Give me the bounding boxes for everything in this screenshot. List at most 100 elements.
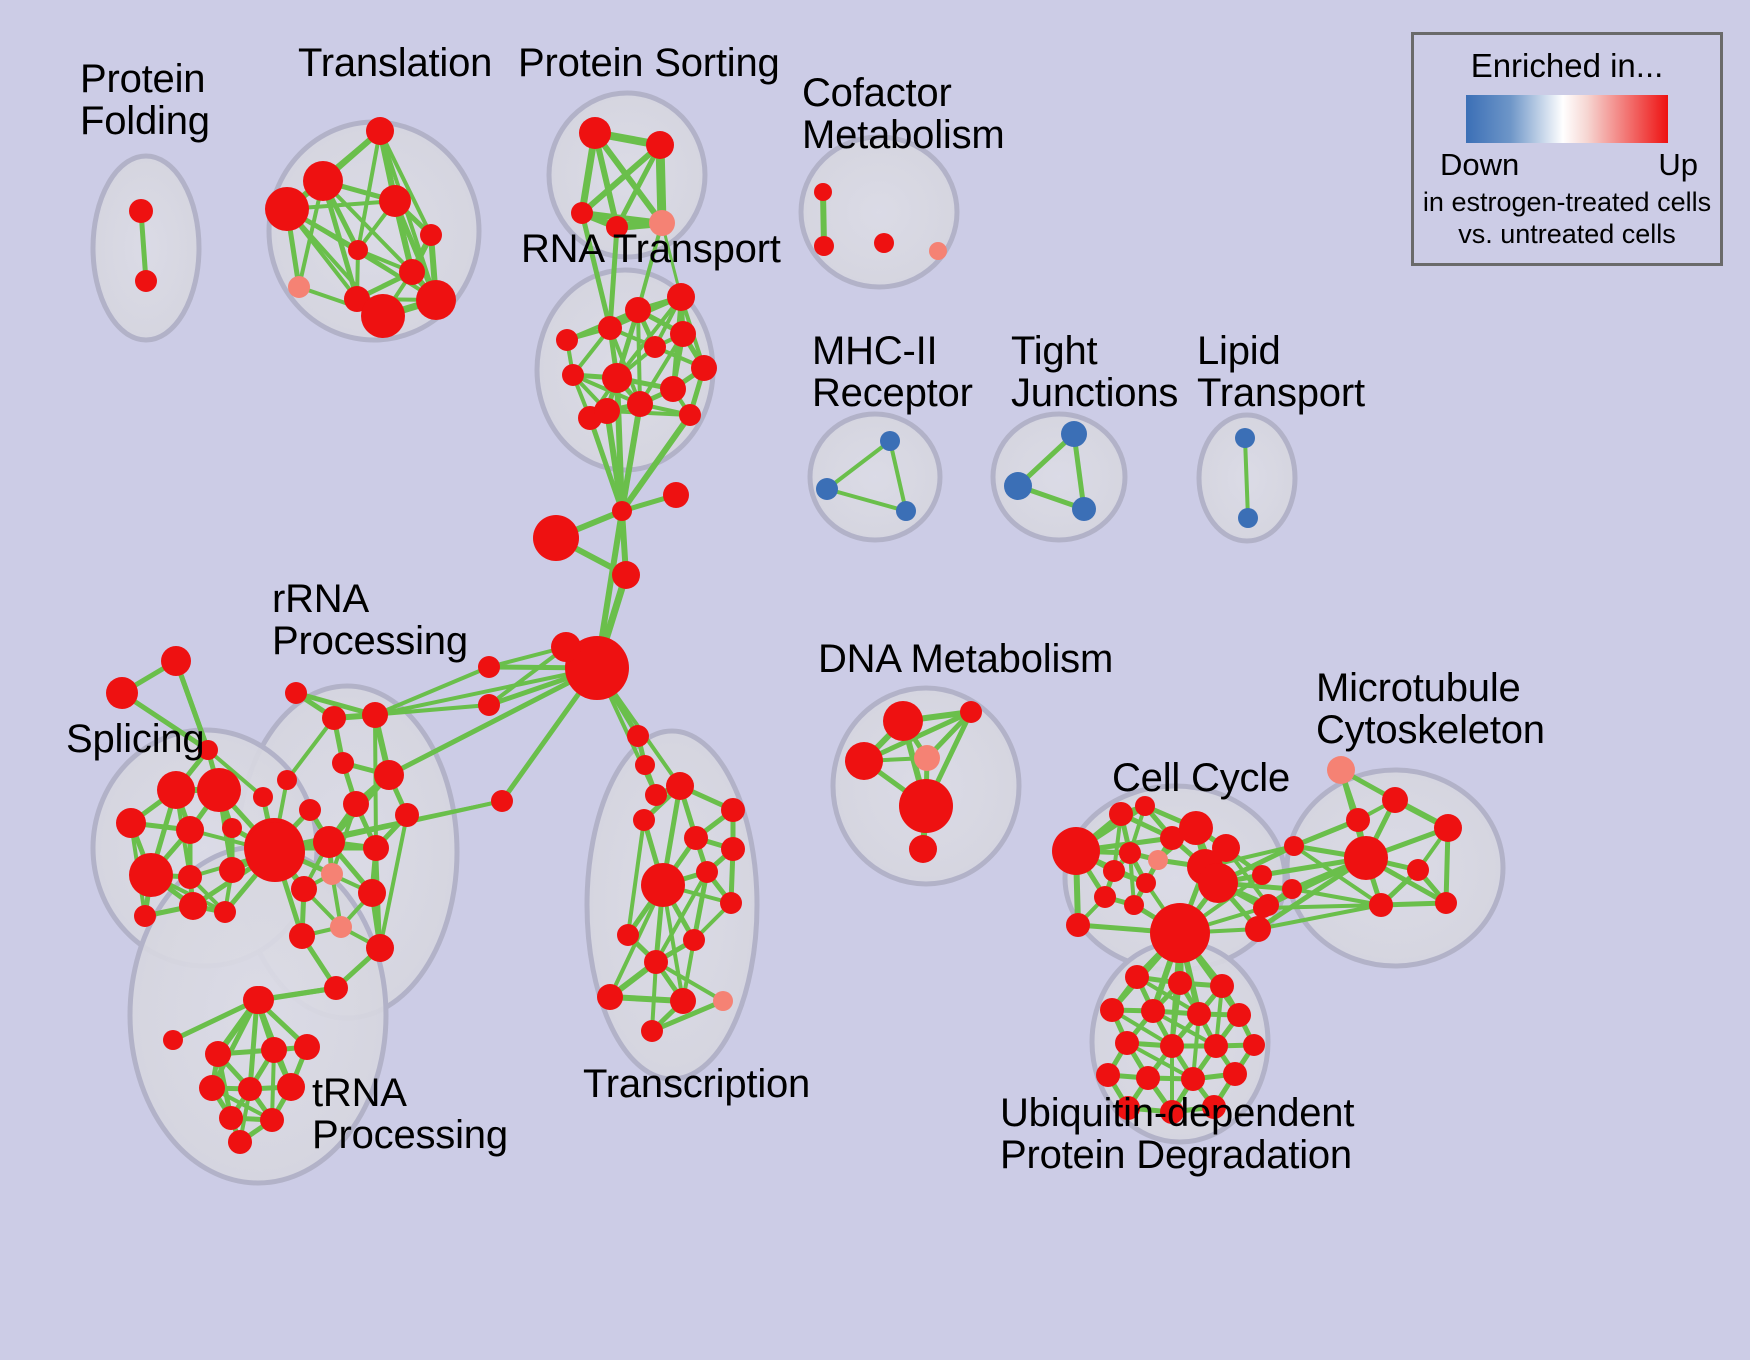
node-transcription[interactable] xyxy=(597,984,623,1010)
node-bridge[interactable] xyxy=(612,561,640,589)
node-bridge[interactable] xyxy=(551,632,581,662)
node-rrna-processing[interactable] xyxy=(299,799,321,821)
node-ubiquitin-degradation[interactable] xyxy=(1227,1003,1251,1027)
node-transcription[interactable] xyxy=(633,809,655,831)
node-transcription[interactable] xyxy=(644,950,668,974)
node-splicing[interactable] xyxy=(219,857,245,883)
node-cell-cycle[interactable] xyxy=(1119,842,1141,864)
node-cell-cycle[interactable] xyxy=(1124,895,1144,915)
node-transcription[interactable] xyxy=(720,892,742,914)
node-trna-processing[interactable] xyxy=(238,1077,262,1101)
node-rrna-processing[interactable] xyxy=(321,863,343,885)
node-microtubule-cytoskeleton[interactable] xyxy=(1382,787,1408,813)
node-splicing[interactable] xyxy=(179,892,207,920)
node-ubiquitin-degradation[interactable] xyxy=(1160,1034,1184,1058)
node-transcription[interactable] xyxy=(641,863,685,907)
node-trna-processing[interactable] xyxy=(205,1041,231,1067)
node-transcription[interactable] xyxy=(721,798,745,822)
node-bridge[interactable] xyxy=(645,784,667,806)
node-protein-sorting[interactable] xyxy=(606,216,628,238)
node-splicing[interactable] xyxy=(197,768,241,812)
node-ubiquitin-degradation[interactable] xyxy=(1243,1034,1265,1056)
node-cell-cycle[interactable] xyxy=(1198,863,1238,903)
node-rna-transport[interactable] xyxy=(602,363,632,393)
node-ubiquitin-degradation[interactable] xyxy=(1187,1002,1211,1026)
node-cofactor-metabolism[interactable] xyxy=(814,183,832,201)
node-splicing[interactable] xyxy=(161,646,191,676)
node-rna-transport[interactable] xyxy=(679,404,701,426)
node-rrna-processing[interactable] xyxy=(343,791,369,817)
node-bridge[interactable] xyxy=(478,656,500,678)
node-translation[interactable] xyxy=(303,161,343,201)
node-transcription[interactable] xyxy=(617,924,639,946)
node-rrna-processing[interactable] xyxy=(322,706,346,730)
node-cofactor-metabolism[interactable] xyxy=(814,236,834,256)
node-ubiquitin-degradation[interactable] xyxy=(1141,999,1165,1023)
node-cofactor-metabolism[interactable] xyxy=(929,242,947,260)
node-bridge[interactable] xyxy=(663,482,689,508)
node-trna-processing[interactable] xyxy=(163,1030,183,1050)
node-splicing[interactable] xyxy=(116,808,146,838)
node-bridge[interactable] xyxy=(565,636,629,700)
node-trna-processing[interactable] xyxy=(228,1130,252,1154)
node-lipid-transport[interactable] xyxy=(1235,428,1255,448)
node-microtubule-cytoskeleton[interactable] xyxy=(1435,892,1457,914)
node-rna-transport[interactable] xyxy=(598,316,622,340)
node-protein-sorting[interactable] xyxy=(649,210,675,236)
node-ubiquitin-degradation[interactable] xyxy=(1168,971,1192,995)
node-microtubule-cytoskeleton[interactable] xyxy=(1327,756,1355,784)
node-splicing[interactable] xyxy=(198,740,218,760)
node-cell-cycle[interactable] xyxy=(1179,811,1213,845)
node-transcription[interactable] xyxy=(713,991,733,1011)
node-ubiquitin-degradation[interactable] xyxy=(1115,1031,1139,1055)
node-rrna-processing[interactable] xyxy=(358,879,386,907)
node-rrna-processing[interactable] xyxy=(366,934,394,962)
node-transcription[interactable] xyxy=(641,1020,663,1042)
node-bridge[interactable] xyxy=(478,694,500,716)
node-protein-sorting[interactable] xyxy=(571,202,593,224)
node-cell-cycle[interactable] xyxy=(1245,916,1271,942)
node-tight-junctions[interactable] xyxy=(1061,421,1087,447)
node-splicing[interactable] xyxy=(157,771,195,809)
node-rna-transport[interactable] xyxy=(627,391,653,417)
node-cell-cycle[interactable] xyxy=(1212,834,1240,862)
node-ubiquitin-degradation[interactable] xyxy=(1202,1095,1226,1119)
node-splicing[interactable] xyxy=(134,905,156,927)
node-dna-metabolism[interactable] xyxy=(899,779,953,833)
node-tight-junctions[interactable] xyxy=(1072,497,1096,521)
node-trna-processing[interactable] xyxy=(260,1108,284,1132)
node-rna-transport[interactable] xyxy=(644,336,666,358)
node-bridge[interactable] xyxy=(533,515,579,561)
node-translation[interactable] xyxy=(420,224,442,246)
node-bridge[interactable] xyxy=(612,501,632,521)
node-ubiquitin-degradation[interactable] xyxy=(1100,998,1124,1022)
node-rrna-processing[interactable] xyxy=(313,826,345,858)
node-trna-processing[interactable] xyxy=(261,1037,287,1063)
node-translation[interactable] xyxy=(288,276,310,298)
node-splicing[interactable] xyxy=(106,677,138,709)
node-rrna-processing[interactable] xyxy=(395,803,419,827)
node-rrna-processing[interactable] xyxy=(332,752,354,774)
node-rrna-processing[interactable] xyxy=(363,835,389,861)
node-rna-transport[interactable] xyxy=(625,297,651,323)
node-cell-cycle[interactable] xyxy=(1103,860,1125,882)
node-mhc-ii-receptor[interactable] xyxy=(880,431,900,451)
node-dna-metabolism[interactable] xyxy=(845,742,883,780)
node-cell-cycle[interactable] xyxy=(1094,886,1116,908)
node-protein-sorting[interactable] xyxy=(646,131,674,159)
node-bridge[interactable] xyxy=(635,755,655,775)
node-splicing[interactable] xyxy=(253,787,273,807)
node-ubiquitin-degradation[interactable] xyxy=(1096,1063,1120,1087)
node-microtubule-cytoskeleton[interactable] xyxy=(1434,814,1462,842)
node-rrna-processing[interactable] xyxy=(285,682,307,704)
node-microtubule-cytoskeleton[interactable] xyxy=(1253,898,1273,918)
node-dna-metabolism[interactable] xyxy=(883,701,923,741)
node-rrna-processing[interactable] xyxy=(362,702,388,728)
node-trna-processing[interactable] xyxy=(199,1075,225,1101)
node-splicing[interactable] xyxy=(222,818,242,838)
node-splicing[interactable] xyxy=(214,901,236,923)
node-tight-junctions[interactable] xyxy=(1004,472,1032,500)
node-microtubule-cytoskeleton[interactable] xyxy=(1407,859,1429,881)
node-ubiquitin-degradation[interactable] xyxy=(1116,1096,1140,1120)
node-ubiquitin-degradation[interactable] xyxy=(1223,1062,1247,1086)
